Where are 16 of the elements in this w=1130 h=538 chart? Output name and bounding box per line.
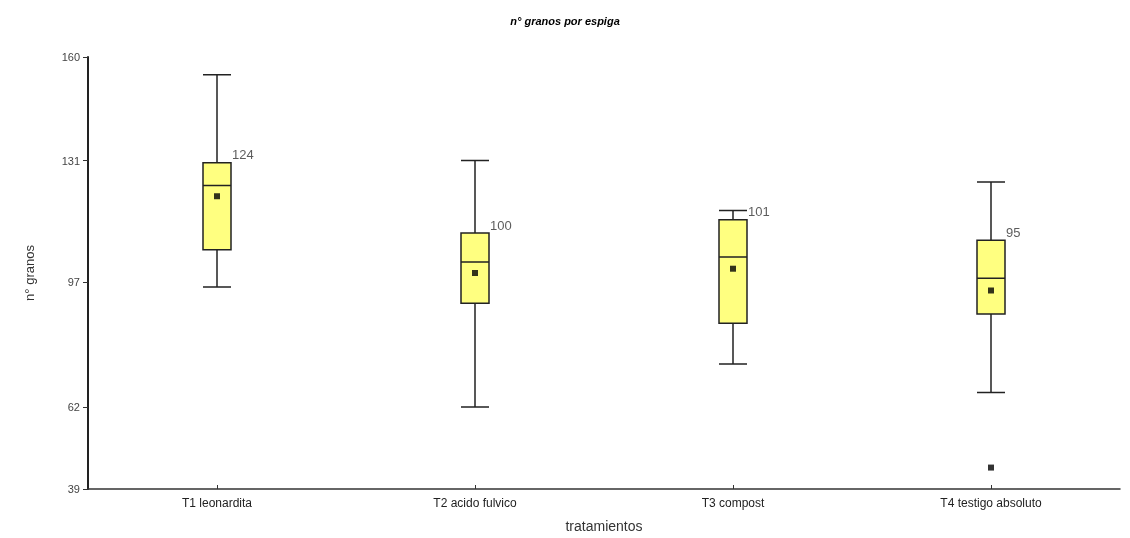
annotation: 124 bbox=[232, 147, 254, 163]
annotation: 95 bbox=[1006, 224, 1021, 240]
x-axis-title: tratamientos bbox=[565, 518, 643, 534]
x-tick-label: T4 testigo absoluto bbox=[940, 496, 1043, 510]
x-tick-label: T3 compost bbox=[701, 496, 765, 510]
y-tick-label: 39 bbox=[67, 483, 80, 495]
x-tick-label: T1 leonardita bbox=[181, 496, 253, 510]
y-axis-title: n° granos bbox=[22, 244, 37, 301]
chart-title: n° granos por espiga bbox=[510, 14, 620, 27]
y-tick-label: 160 bbox=[61, 51, 80, 63]
x-tick-label: T2 acido fulvico bbox=[433, 496, 518, 510]
y-tick-label: 97 bbox=[67, 275, 80, 288]
y-tick-label: 62 bbox=[67, 400, 80, 413]
annotation: 100 bbox=[490, 217, 512, 233]
y-tick-label: 131 bbox=[61, 154, 80, 167]
annotation: 101 bbox=[748, 204, 770, 220]
